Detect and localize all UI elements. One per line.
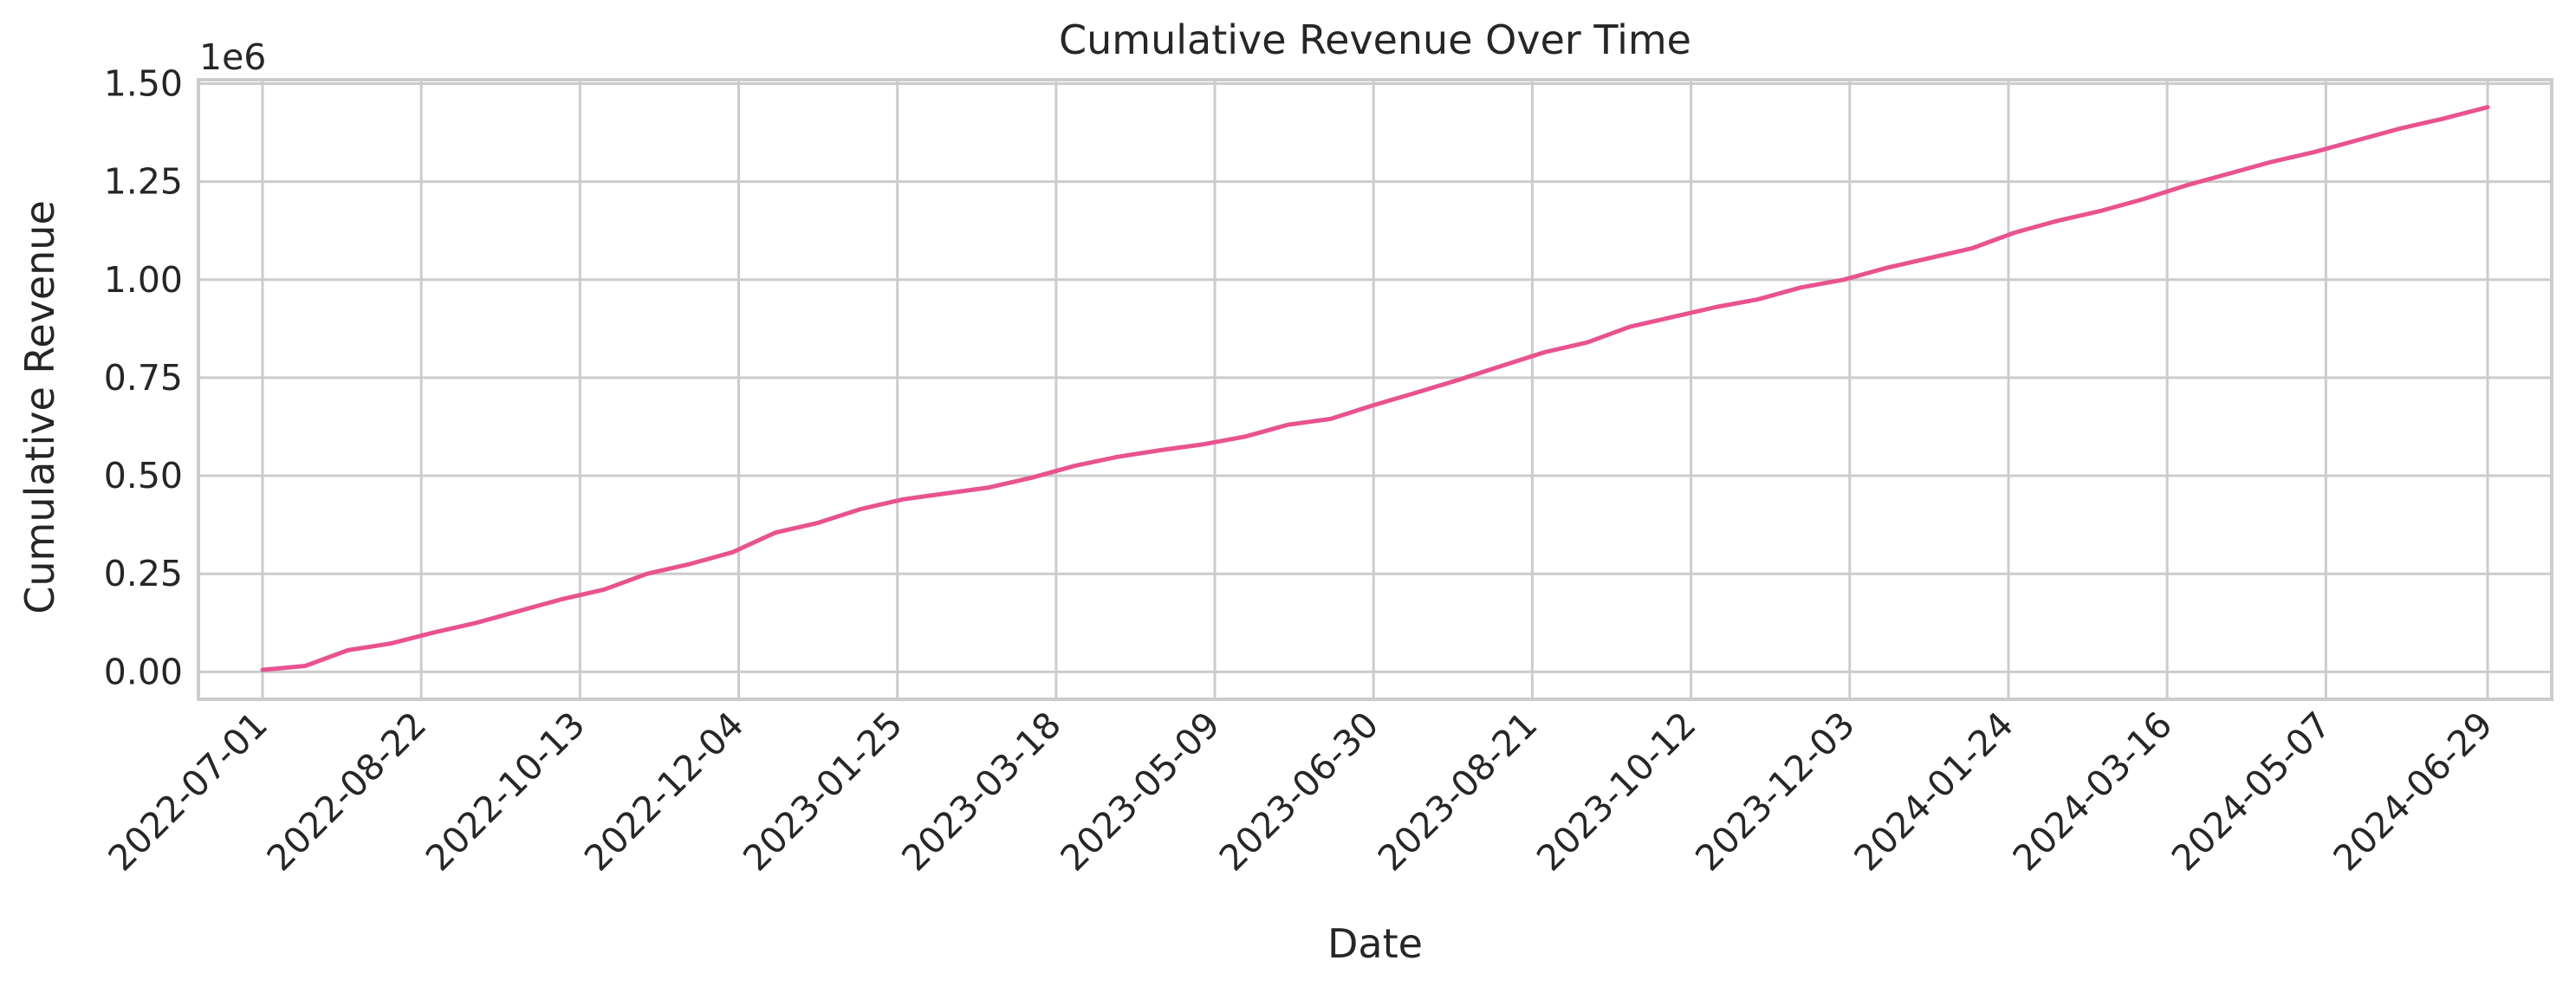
x-tick-label: 2023-08-21 [1370, 704, 1545, 879]
y-tick-label: 1.50 [104, 63, 183, 105]
x-tick-label: 2024-06-29 [2326, 704, 2501, 879]
y-axis-offset-label: 1e6 [199, 36, 266, 78]
tick-labels: 0.000.250.500.751.001.251.502022-07-0120… [101, 63, 2501, 879]
x-tick-label: 2022-12-04 [576, 704, 751, 879]
y-tick-label: 0.75 [104, 357, 183, 399]
x-tick-label: 2023-10-12 [1528, 704, 1703, 879]
x-tick-label: 2024-01-24 [1846, 704, 2021, 879]
x-tick-label: 2023-05-09 [1053, 704, 1228, 879]
y-tick-label: 0.00 [104, 651, 183, 692]
x-axis-label: Date [1327, 920, 1423, 967]
x-tick-label: 2022-07-01 [101, 704, 276, 879]
x-tick-label: 2024-05-07 [2164, 704, 2339, 879]
plot-frame [197, 78, 2553, 701]
series-line-cumulative-revenue [260, 105, 2490, 672]
y-tick-label: 0.25 [104, 553, 183, 594]
x-tick-label: 2023-01-25 [735, 704, 910, 879]
x-tick-label: 2023-12-03 [1687, 704, 1862, 879]
x-tick-label: 2022-08-22 [259, 704, 434, 879]
x-tick-label: 2024-03-16 [2005, 704, 2180, 879]
chart-title: Cumulative Revenue Over Time [1059, 16, 1691, 63]
y-tick-label: 0.50 [104, 455, 183, 497]
grid-lines [198, 80, 2552, 699]
x-tick-label: 2023-03-18 [894, 704, 1069, 879]
y-tick-label: 1.00 [104, 259, 183, 301]
y-tick-label: 1.25 [104, 161, 183, 203]
y-axis-label: Cumulative Revenue [16, 200, 63, 614]
x-tick-label: 2022-10-13 [418, 704, 593, 879]
x-tick-label: 2023-06-30 [1211, 704, 1386, 879]
